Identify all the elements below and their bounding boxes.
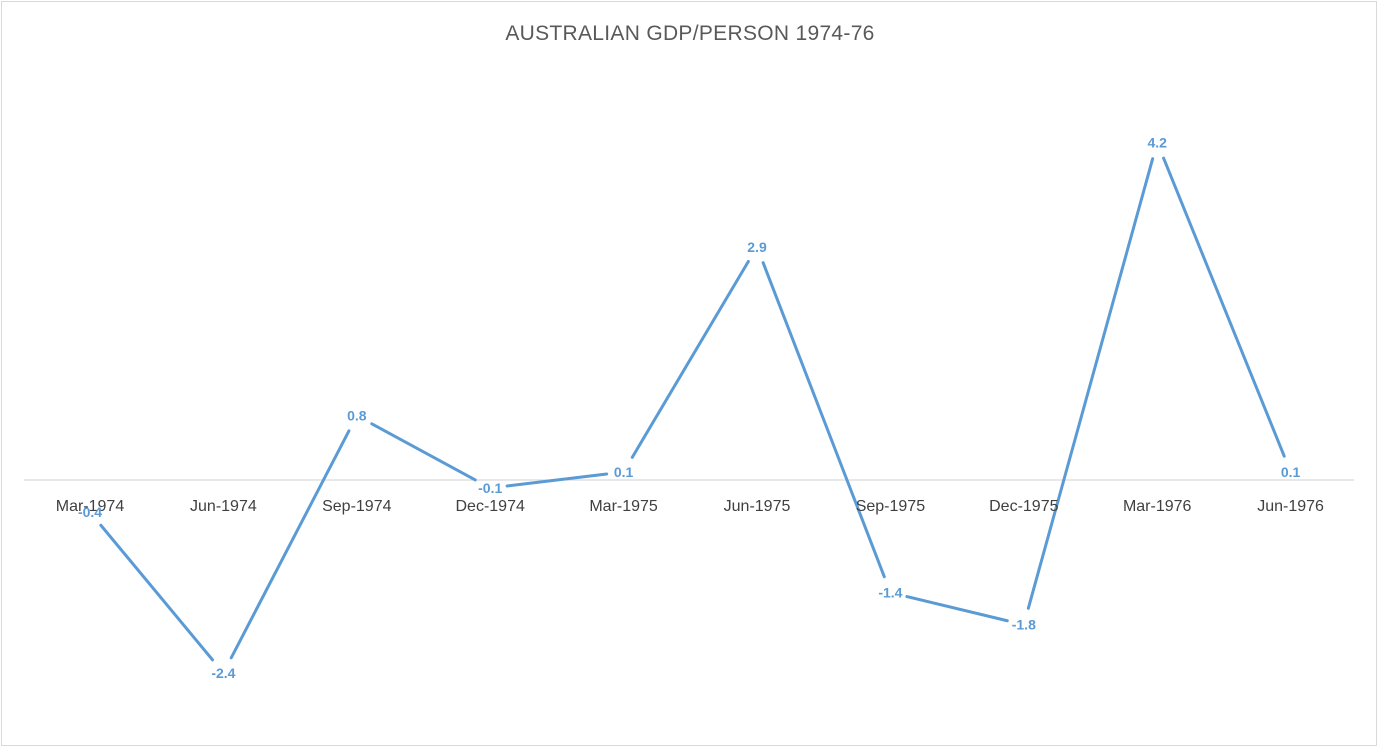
series-line-segment (505, 472, 609, 488)
data-label: -1.8 (1012, 617, 1036, 633)
x-tick-label: Jun-1974 (190, 498, 257, 515)
data-label: 0.8 (347, 408, 367, 424)
series-line-segment (905, 595, 1009, 623)
x-tick-label: Dec-1975 (989, 498, 1058, 515)
data-label: -0.4 (78, 504, 102, 520)
series-line-segment (229, 429, 351, 660)
data-label: 2.9 (747, 239, 767, 255)
data-label: -1.4 (878, 585, 902, 601)
data-label: -2.4 (211, 665, 235, 681)
x-tick-label: Sep-1975 (856, 498, 925, 515)
series-line-segment (761, 261, 886, 579)
x-tick-label: Mar-1976 (1123, 498, 1192, 515)
series-line-segment (370, 422, 477, 482)
data-label: 4.2 (1147, 134, 1167, 150)
x-tick-label: Mar-1975 (589, 498, 658, 515)
chart-title: AUSTRALIAN GDP/PERSON 1974-76 (505, 22, 875, 45)
data-label: 0.1 (614, 464, 634, 480)
series-line-segment (1162, 156, 1286, 458)
x-tick-label: Sep-1974 (322, 498, 391, 515)
series-line-segment (1026, 157, 1155, 610)
data-label: -0.1 (478, 480, 502, 496)
x-tick-label: Mar-1974 (56, 498, 125, 515)
x-tick-label: Jun-1975 (724, 498, 791, 515)
series-line-segment (99, 523, 215, 662)
series-line-segment (630, 259, 750, 459)
x-tick-label: Jun-1976 (1257, 498, 1324, 515)
data-label: 0.1 (1281, 464, 1301, 480)
x-tick-label: Dec-1974 (456, 498, 525, 515)
